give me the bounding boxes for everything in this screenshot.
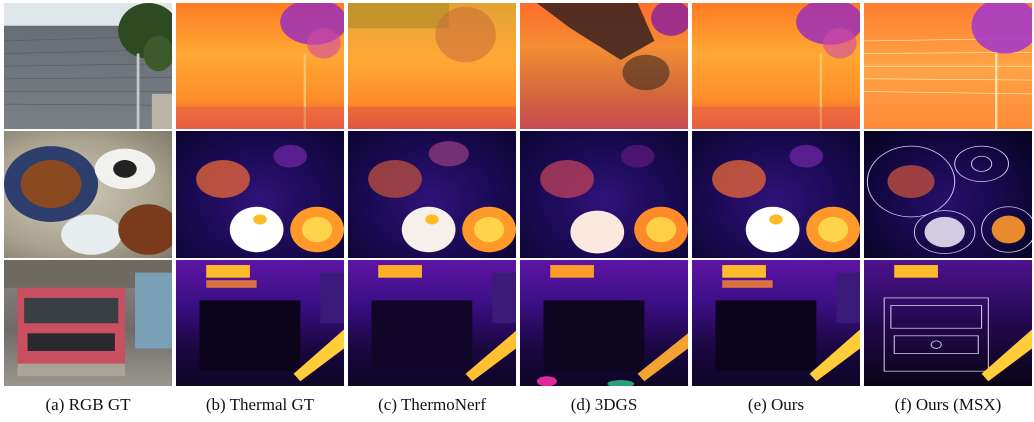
caption-rgb-gt: (a) RGB GT <box>45 395 131 414</box>
image-ours-msx-truck <box>864 259 1032 386</box>
caption-thermonerf: (c) ThermoNerf <box>378 395 486 414</box>
image-rgb-gt-truck <box>4 259 172 386</box>
image-3dgs-plates <box>520 131 688 258</box>
image-thermal-gt-truck <box>176 259 344 386</box>
image-thermal-gt-plates <box>176 131 344 258</box>
image-3dgs-wall <box>520 3 688 130</box>
caption-3dgs: (d) 3DGS <box>570 395 638 414</box>
figure-grid <box>4 3 1032 386</box>
image-3dgs-truck <box>520 259 688 386</box>
image-ours-plates <box>692 131 860 258</box>
caption-ours: (e) Ours <box>747 395 805 414</box>
image-thermonerf-plates <box>348 131 516 258</box>
image-thermonerf-wall <box>348 3 516 130</box>
image-thermal-gt-wall <box>176 3 344 130</box>
image-ours-msx-plates <box>864 131 1032 258</box>
image-rgb-gt-wall <box>4 3 172 130</box>
image-ours-truck <box>692 259 860 386</box>
caption-row: (a) RGB GT (b) Thermal GT (c) ThermoNerf… <box>4 392 1032 418</box>
caption-ours-msx: (f) Ours (MSX) <box>894 395 1002 414</box>
image-rgb-gt-plates <box>4 131 172 258</box>
caption-thermal-gt: (b) Thermal GT <box>205 395 315 414</box>
image-ours-wall <box>692 3 860 130</box>
image-thermonerf-truck <box>348 259 516 386</box>
image-ours-msx-wall <box>864 3 1032 130</box>
